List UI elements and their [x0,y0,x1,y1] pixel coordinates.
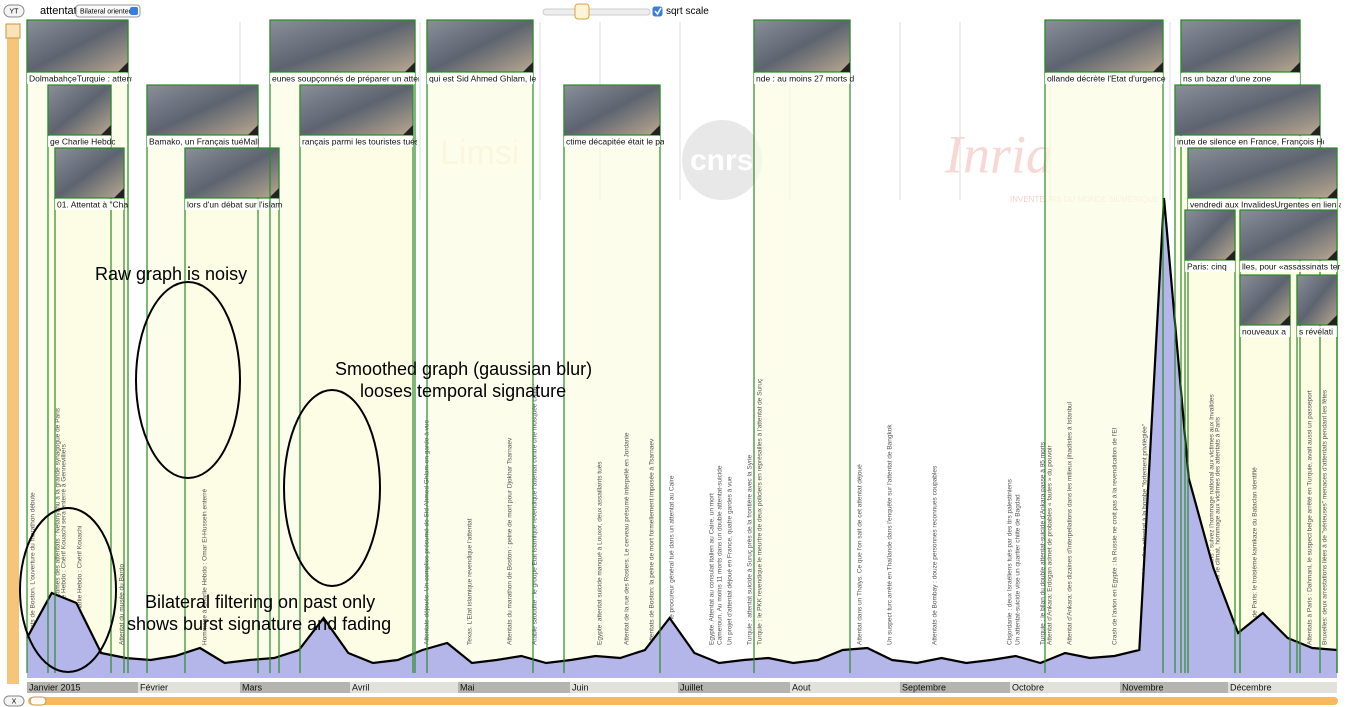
logo: cnrs [690,144,753,177]
month-label: Février [140,682,168,692]
headline: Attentats de Bombay : douze personnes re… [932,465,939,645]
thumbnail-caption[interactable]: rançais parmi les touristes tuésA [302,136,425,146]
headline: Un suspect turc arrêté en Thaïlande dans… [887,424,894,645]
annotation: Bilateral filtering on past only [145,592,375,612]
headline: Attentat d'Ankara: Erdogan admet de prob… [1047,445,1054,645]
thumbnail-image [300,85,413,135]
thumbnail-caption[interactable]: inute de silence en France, François Ho [1177,136,1328,146]
thumbnail-caption[interactable]: lors d'un débat sur l'islam [187,199,282,209]
thumbnail-image [185,148,279,198]
page: LimsicnrsInriaINVENTEURS DU MONDE NUMÉRI… [0,0,1350,707]
month-label: Mars [242,682,262,692]
thumbnail-caption[interactable]: ns un bazar d'une zone [1183,73,1271,83]
thumbnail-image [1297,275,1337,325]
thumbnail-image [564,85,660,135]
thumbnail-caption[interactable]: ollande décrète l'Etat d'urgence [1047,73,1166,83]
story-span [564,135,660,678]
thumbnail-caption[interactable]: ctime décapitée était le pa [566,136,665,146]
headline: Crash de l'avion en Egypte : la Russie n… [1112,427,1119,645]
headline: Cisjordanie : deux Israéliens tués par d… [1007,478,1014,645]
thumbnail-caption[interactable]: s révélati [1299,326,1333,336]
story-span [1297,325,1337,678]
slider-track[interactable] [543,9,650,15]
logo: Inria [944,124,1053,184]
thumbnail-caption[interactable]: nouveaux a [1242,326,1286,336]
month-label: Aout [792,682,811,692]
month-band [458,682,570,693]
headline: Turquie : le PKK revendique le meurtre d… [757,378,764,645]
month-label: Juin [572,682,589,692]
month-label: Juillet [680,682,704,692]
headline: Egypte. Attentat au consulat italien au … [709,493,716,645]
vertical-slider[interactable] [7,24,19,684]
yt-button-label[interactable]: YT [10,8,20,15]
headline: Attentats de Boston: la peine de mort fo… [649,438,656,645]
headline: Turquie : le bilan du double attentat-su… [1040,441,1047,645]
thumbnail-image [1175,85,1320,135]
headline: Un attentat-suicide vise un quartier chi… [1015,494,1022,645]
thumbnail-image [27,20,128,72]
thumbnail-image [1240,210,1337,260]
scroll-thumb[interactable] [30,697,46,705]
thumbnail-image [1188,148,1337,198]
story-span [754,72,850,678]
annotation: Smoothed graph (gaussian blur) [335,359,592,379]
headline: Turquie : attentat suicide à Suruç près … [747,454,754,645]
thumbnail-image [1181,20,1300,72]
month-label: Janvier 2015 [29,682,81,692]
thumbnail-caption[interactable]: Bamako, un Français tuéMall at [149,136,269,146]
headline: Attentat d'Ankara: des dizaines d'interp… [1067,401,1074,645]
timeline-app: LimsicnrsInriaINVENTEURS DU MONDE NUMÉRI… [0,0,1350,707]
vertical-slider-thumb[interactable] [6,24,20,38]
headline: Bruxelles: deux arrestations liées à de … [1322,389,1329,645]
thumbnail-caption[interactable]: Paris: cinq [1187,261,1227,271]
slider-thumb[interactable] [575,4,589,19]
headline: Un projet d'attentat déjoué en France, q… [727,476,734,645]
select-arrow[interactable] [130,7,138,15]
headline: Attentats du marathon de Boston : peine … [507,437,514,645]
thumbnail-caption[interactable]: nde : au moins 27 morts da [756,73,859,83]
horizontal-scrollbar[interactable] [28,697,1338,705]
headline: Attentats à Paris : Dahmani, le suspect … [1307,390,1314,645]
filter-select-value[interactable]: Bilateral oriented [80,8,133,15]
headline: Attentat du musée du Bardo [119,564,126,645]
annotation: Raw graph is noisy [95,264,247,284]
headline: Cameroun. Au moins 11 morts dans un doub… [717,465,724,645]
headline: Egypte: attentat suicide manqué à Louxor… [597,461,604,645]
thumbnail-caption[interactable]: vendredi aux InvalidesUrgentes en lien a [1190,199,1344,209]
thumbnail-image [48,85,111,135]
thumbnail-image [1240,275,1290,325]
x-button-label[interactable]: X [12,698,17,705]
headline: Attentat de la rue des Rosiers. Le cerve… [624,432,631,645]
thumbnail-image [1045,20,1163,72]
thumbnail-image [270,20,415,72]
headline: Attentat dans un Thalys. Ce que l'on sai… [857,464,864,645]
month-label: Octobre [1012,682,1044,692]
thumbnail-caption[interactable]: eunes soupçonnés de préparer un atten [272,73,423,83]
month-label: Novembre [1122,682,1164,692]
month-label: Avril [352,682,369,692]
thumbnail-image [754,20,850,72]
thumbnail-image [1185,210,1235,260]
month-label: Décembre [1230,682,1272,692]
headline: Texas. L'Etat islamique revendique l'att… [467,518,474,645]
thumbnail-image [55,148,124,198]
thumbnail-caption[interactable]: qui est Sid Ahmed Ghlam, le [429,73,537,83]
month-label: Mai [460,682,475,692]
thumbnail-image [147,85,258,135]
annotation: shows burst signature and fading [127,614,391,634]
thumbnail-caption[interactable]: ge Charlie Hebdo [50,136,116,146]
sqrt-label[interactable]: sqrt scale [666,6,709,17]
annotation: looses temporal signature [360,381,566,401]
thumbnail-image [427,20,533,72]
thumbnail-caption[interactable]: lles, pour «assassinats ter [1242,261,1340,271]
month-label: Septembre [902,682,946,692]
